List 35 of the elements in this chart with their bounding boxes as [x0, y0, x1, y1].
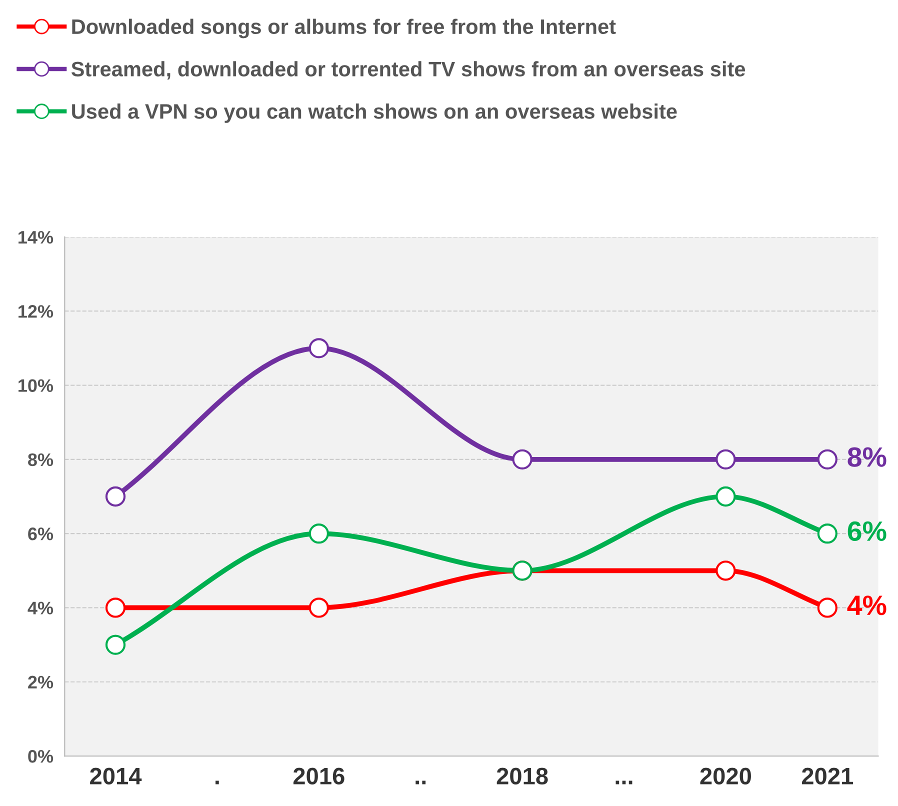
y-tick-label: 8% — [28, 453, 54, 466]
legend-label: Used a VPN so you can watch shows on an overseas website — [72, 104, 677, 123]
x-tick-label: 2021 — [802, 768, 853, 784]
data-label: 8% — [848, 447, 886, 467]
point — [817, 524, 838, 544]
point — [308, 524, 329, 544]
x-tick-label: . — [216, 780, 219, 784]
point — [817, 598, 838, 618]
y-tick-label: 14% — [18, 230, 54, 244]
x-tick-label: 2014 — [90, 768, 142, 784]
data-label: 4% — [847, 596, 886, 616]
x-tick-label: .. — [416, 780, 426, 784]
y-tick-label: 2% — [28, 676, 54, 689]
y-tick-label: 4% — [28, 602, 54, 614]
point — [308, 598, 329, 618]
point — [105, 634, 126, 655]
y-tick-label: 6% — [28, 528, 54, 540]
legend-label: Streamed, downloaded or torrented TV shows from an overseas site — [71, 61, 746, 80]
point — [716, 486, 736, 507]
data-label: 6% — [848, 521, 886, 542]
y-tick-label: 10% — [18, 379, 54, 392]
point — [817, 449, 838, 470]
x-tick-label: ... — [616, 780, 632, 784]
x-tick-label: 2016 — [293, 768, 344, 784]
point — [716, 560, 736, 581]
x-tick-label: 2020 — [700, 768, 751, 784]
point — [308, 338, 329, 358]
point — [105, 486, 126, 507]
point — [105, 598, 126, 618]
point — [512, 449, 532, 470]
x-tick-label: 2018 — [496, 768, 548, 784]
y-tick-label: 0% — [28, 750, 54, 763]
legend-label: Downloaded songs or albums for free from the Internet — [72, 18, 616, 38]
y-tick-label: 12% — [18, 305, 54, 318]
point — [716, 449, 736, 470]
